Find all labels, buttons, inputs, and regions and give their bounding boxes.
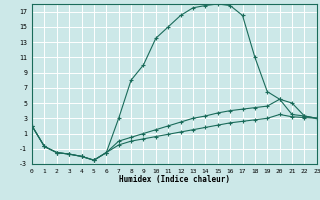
X-axis label: Humidex (Indice chaleur): Humidex (Indice chaleur)	[119, 175, 230, 184]
